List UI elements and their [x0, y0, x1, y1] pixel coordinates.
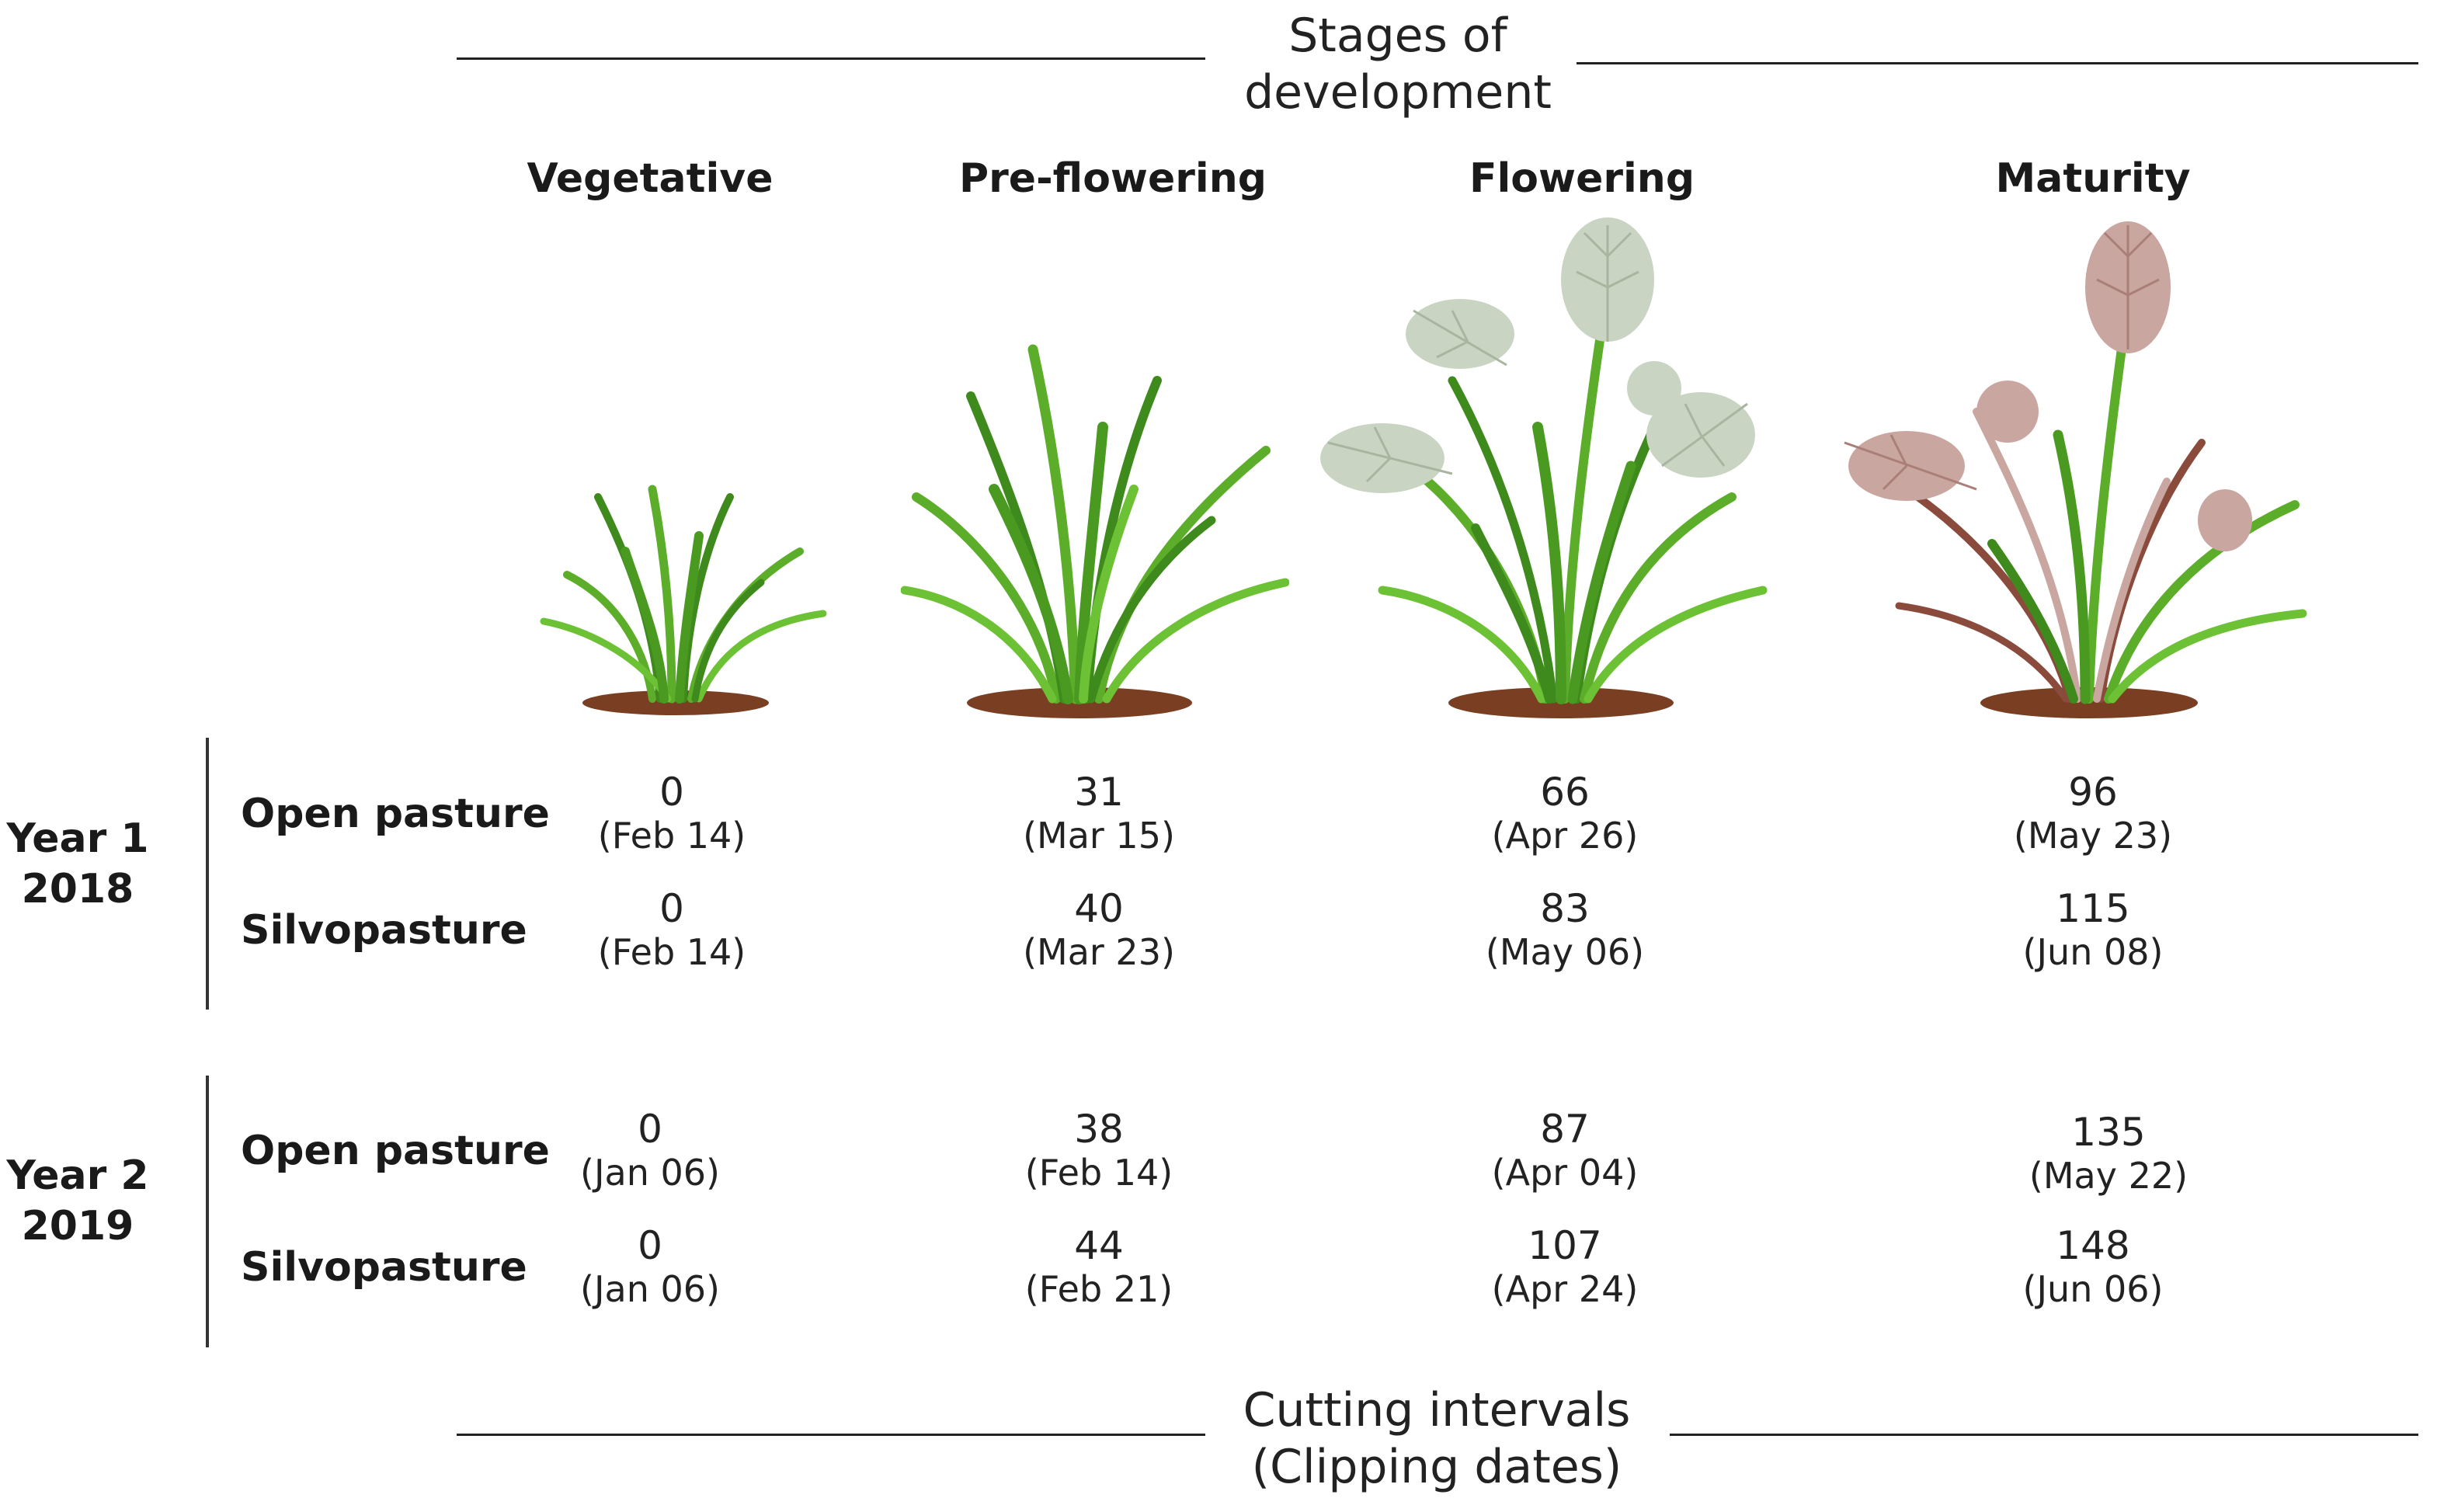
header-rule-right [1577, 62, 2418, 64]
year1-open-pasture-label: Open pasture [241, 791, 550, 837]
cell-days: 0 [638, 1107, 662, 1152]
cell-days: 96 [2068, 770, 2118, 815]
header-title-line1: Stages of [1288, 9, 1507, 63]
cell-days: 87 [1540, 1107, 1590, 1152]
y2-silvo-flowering: 107 (Apr 24) [1410, 1223, 1720, 1310]
cell-date: (Feb 21) [1024, 1267, 1173, 1310]
cell-days: 148 [2056, 1223, 2130, 1268]
y2-open-vegetative: 0 (Jan 06) [495, 1107, 805, 1193]
y1-open-vegetative: 0 (Feb 14) [516, 770, 827, 856]
year1-silvopasture-label: Silvopasture [241, 907, 527, 954]
year2-silvopasture-label: Silvopasture [241, 1244, 527, 1291]
year1-label-line2: 2018 [21, 866, 134, 912]
header-title-line2: development [1244, 65, 1552, 120]
cell-date: (May 06) [1485, 930, 1645, 973]
y2-open-flowering: 87 (Apr 04) [1410, 1107, 1720, 1193]
cell-days: 115 [2056, 886, 2130, 931]
cell-days: 83 [1540, 886, 1590, 931]
cell-days: 107 [1528, 1223, 1602, 1268]
cell-days: 66 [1540, 770, 1590, 815]
y1-silvo-flowering: 83 (May 06) [1410, 886, 1720, 973]
header-title: Stages of development [1204, 8, 1592, 121]
maturity-grass-icon [1844, 221, 2307, 718]
cell-days: 0 [659, 770, 684, 815]
cell-days: 0 [638, 1223, 662, 1268]
cell-date: (Apr 24) [1491, 1267, 1639, 1310]
y2-silvo-maturity: 148 (Jun 06) [1938, 1223, 2248, 1310]
cell-date: (Jun 06) [2022, 1267, 2164, 1310]
y1-silvo-pre-flowering: 40 (Mar 23) [944, 886, 1254, 973]
header-rule-left [457, 57, 1205, 60]
stage-label-maturity: Maturity [1995, 155, 2191, 202]
cell-date: (Apr 26) [1491, 814, 1639, 857]
cell-date: (Feb 14) [597, 930, 746, 973]
footer-title: Cutting intervals (Clipping dates) [1212, 1382, 1662, 1496]
year1-label-line1: Year 1 [6, 815, 149, 862]
stage-label-vegetative: Vegetative [527, 155, 774, 202]
cell-days: 38 [1074, 1107, 1124, 1152]
y1-open-flowering: 66 (Apr 26) [1410, 770, 1720, 856]
y1-open-pre-flowering: 31 (Mar 15) [944, 770, 1254, 856]
footer-rule-left [457, 1434, 1205, 1436]
cell-date: (Jun 08) [2022, 930, 2164, 973]
stage-label-pre-flowering: Pre-flowering [959, 155, 1267, 202]
y1-silvo-vegetative: 0 (Feb 14) [516, 886, 827, 973]
y1-silvo-maturity: 115 (Jun 08) [1938, 886, 2248, 973]
year1-label: Year 1 2018 [0, 814, 171, 915]
cell-date: (Apr 04) [1491, 1151, 1639, 1194]
footer-title-line1: Cutting intervals [1243, 1383, 1631, 1437]
y2-silvo-vegetative: 0 (Jan 06) [495, 1223, 805, 1310]
y2-silvo-pre-flowering: 44 (Feb 21) [944, 1223, 1254, 1310]
cell-date: (Mar 23) [1023, 930, 1175, 973]
year2-label-line1: Year 2 [6, 1152, 149, 1199]
cell-days: 44 [1074, 1223, 1124, 1268]
year2-label-line2: 2019 [21, 1203, 134, 1250]
cell-date: (Mar 15) [1023, 814, 1175, 857]
stage-label-flowering: Flowering [1469, 155, 1695, 202]
y1-open-maturity: 96 (May 23) [1938, 770, 2248, 856]
y2-open-maturity: 135 (May 22) [1953, 1110, 2264, 1197]
year1-bracket [206, 738, 209, 1010]
footer-rule-right [1670, 1434, 2418, 1436]
pre-flowering-grass-icon [901, 344, 1289, 718]
cell-date: (Feb 14) [1024, 1151, 1173, 1194]
cell-date: (Jan 06) [580, 1267, 720, 1310]
flowering-grass-icon [1320, 217, 1768, 718]
cell-date: (Feb 14) [597, 814, 746, 857]
cell-days: 40 [1074, 886, 1124, 931]
cell-days: 31 [1074, 770, 1124, 815]
year2-bracket [206, 1076, 209, 1347]
year2-label: Year 2 2019 [0, 1151, 171, 1252]
footer-title-line2: (Clipping dates) [1251, 1440, 1622, 1495]
cell-days: 135 [2071, 1110, 2146, 1155]
year2-open-pasture-label: Open pasture [241, 1128, 550, 1174]
y2-open-pre-flowering: 38 (Feb 14) [944, 1107, 1254, 1193]
vegetative-grass-icon [540, 485, 827, 715]
cell-date: (May 22) [2029, 1154, 2188, 1197]
cell-date: (May 23) [2013, 814, 2173, 857]
cell-days: 0 [659, 886, 684, 931]
cell-date: (Jan 06) [580, 1151, 720, 1194]
